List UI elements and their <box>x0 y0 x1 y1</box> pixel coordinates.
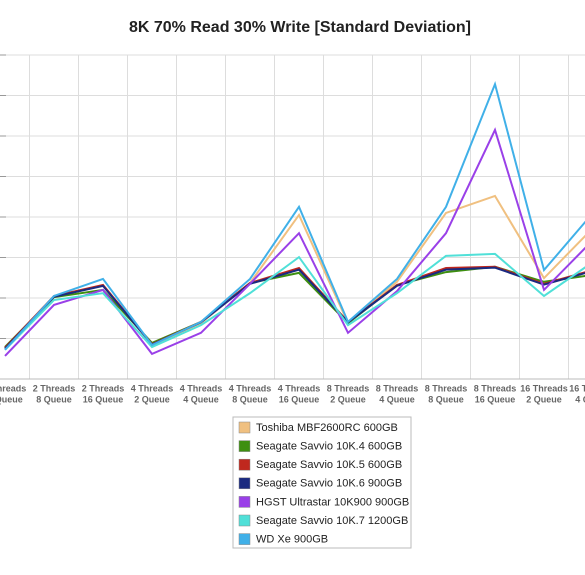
legend-label: Seagate Savvio 10K.7 1200GB <box>256 515 408 527</box>
series-line <box>4 252 585 351</box>
x-tick-label: 16 Threads <box>569 383 585 393</box>
legend-swatch <box>238 496 251 508</box>
series-line <box>4 265 585 349</box>
legend-label: WD Xe 900GB <box>256 534 328 546</box>
series-line <box>4 127 585 357</box>
x-tick-label: 16 Queue <box>475 394 516 404</box>
x-tick-label: 4 Queue <box>0 394 23 404</box>
x-tick-label: 4 Queue <box>575 394 585 404</box>
x-tick-label: 2 Queue <box>330 394 366 404</box>
x-tick-label: 8 Queue <box>232 394 268 404</box>
x-tick-label: 4 Threads <box>229 383 272 393</box>
x-tick-label: 2 Threads <box>0 383 26 393</box>
legend-swatch <box>238 477 251 490</box>
legend-label: Toshiba MBF2600RC 600GB <box>256 422 398 434</box>
series-line <box>4 265 585 348</box>
x-tick-label: 4 Threads <box>180 383 223 393</box>
x-tick-label: 8 Queue <box>428 394 464 404</box>
x-tick-label: 4 Queue <box>379 394 415 404</box>
x-tick-label: 2 Threads <box>82 383 125 393</box>
series-line <box>4 266 585 350</box>
x-tick-label: 4 Threads <box>131 383 174 393</box>
x-tick-label: 8 Queue <box>36 394 72 404</box>
legend-label: Seagate Savvio 10K.6 900GB <box>256 478 402 490</box>
x-tick-label: 2 Queue <box>526 394 562 404</box>
legend-swatch <box>238 458 251 471</box>
x-tick-label: 16 Queue <box>279 394 320 404</box>
x-tick-label: 8 Threads <box>327 383 370 393</box>
series-line <box>4 194 585 349</box>
legend-label: HGST Ultrastar 10K900 900GB <box>256 496 409 508</box>
series-line <box>4 80 585 351</box>
x-tick-label: 8 Threads <box>474 383 517 393</box>
x-tick-label: 16 Queue <box>83 394 124 404</box>
legend-box <box>232 416 412 549</box>
legend-swatch <box>238 421 251 434</box>
x-tick-label: 8 Threads <box>425 383 468 393</box>
x-tick-label: 2 Threads <box>33 383 76 393</box>
x-tick-label: 16 Threads <box>520 383 568 393</box>
chart-title: 8K 70% Read 30% Write [Standard Deviatio… <box>129 19 471 36</box>
x-tick-label: 4 Queue <box>183 394 219 404</box>
legend-swatch <box>238 440 251 452</box>
legend-label: Seagate Savvio 10K.4 600GB <box>256 441 402 453</box>
legend-label: Seagate Savvio 10K.5 600GB <box>256 459 402 471</box>
legend-swatch <box>238 533 251 545</box>
x-tick-label: 8 Threads <box>376 383 419 393</box>
x-tick-label: 4 Threads <box>278 383 321 393</box>
legend-swatch <box>238 514 251 527</box>
x-tick-label: 2 Queue <box>134 394 170 404</box>
